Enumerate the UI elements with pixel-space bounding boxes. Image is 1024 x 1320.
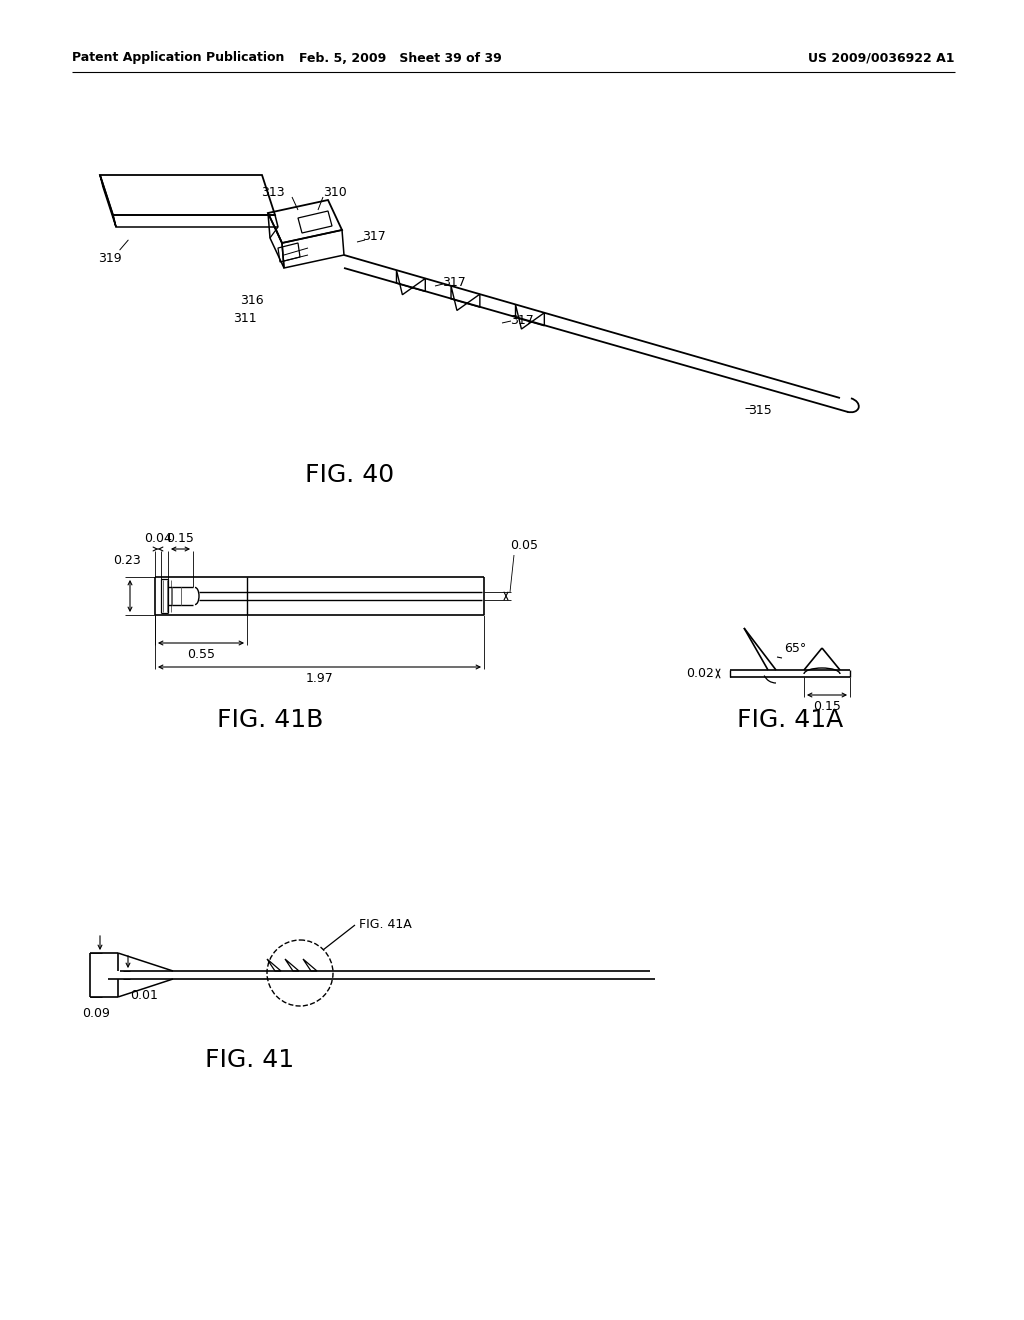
Text: 0.01: 0.01 — [130, 989, 158, 1002]
Text: 0.04: 0.04 — [144, 532, 172, 545]
Text: FIG. 41A: FIG. 41A — [737, 708, 843, 733]
Text: FIG. 40: FIG. 40 — [305, 463, 394, 487]
Text: 0.23: 0.23 — [113, 554, 141, 568]
Text: 311: 311 — [233, 312, 257, 325]
Text: 0.15: 0.15 — [167, 532, 195, 545]
Text: Patent Application Publication: Patent Application Publication — [72, 51, 285, 65]
Text: 0.55: 0.55 — [187, 648, 215, 661]
Text: 317: 317 — [362, 231, 386, 243]
Text: 317: 317 — [510, 314, 534, 326]
Text: US 2009/0036922 A1: US 2009/0036922 A1 — [809, 51, 955, 65]
Text: FIG. 41A: FIG. 41A — [359, 919, 412, 932]
Text: FIG. 41: FIG. 41 — [206, 1048, 295, 1072]
Text: 313: 313 — [261, 186, 285, 199]
Text: 1.97: 1.97 — [305, 672, 334, 685]
Text: 0.02: 0.02 — [686, 667, 714, 680]
Text: 319: 319 — [98, 252, 122, 264]
Text: Feb. 5, 2009   Sheet 39 of 39: Feb. 5, 2009 Sheet 39 of 39 — [299, 51, 502, 65]
Text: 315: 315 — [748, 404, 772, 417]
Text: 316: 316 — [241, 293, 264, 306]
Text: 0.09: 0.09 — [82, 1007, 110, 1020]
Text: 0.15: 0.15 — [813, 700, 841, 713]
Text: 310: 310 — [323, 186, 347, 199]
Text: 317: 317 — [442, 276, 466, 289]
Text: FIG. 41B: FIG. 41B — [217, 708, 324, 733]
Text: 65°: 65° — [784, 642, 806, 655]
Text: 0.05: 0.05 — [510, 539, 538, 552]
